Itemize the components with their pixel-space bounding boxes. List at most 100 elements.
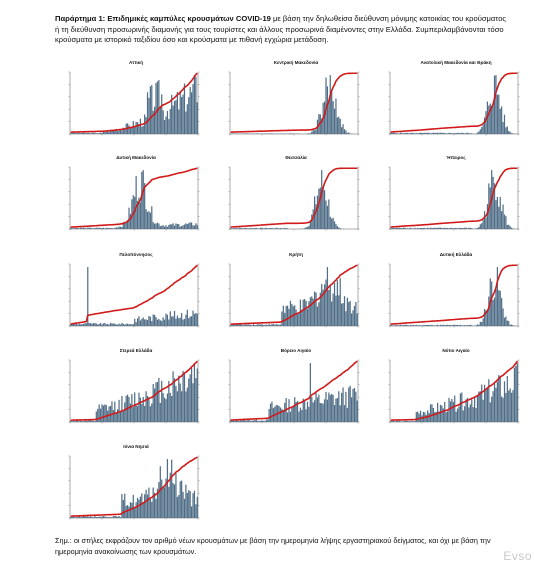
daily-bar	[272, 133, 274, 134]
daily-bar	[119, 324, 122, 326]
daily-bar	[342, 124, 344, 134]
daily-bar	[95, 517, 97, 518]
daily-bar	[304, 299, 306, 326]
daily-bar	[172, 105, 174, 134]
daily-bar	[509, 131, 511, 134]
daily-bar	[493, 297, 496, 326]
watermark: Evso	[503, 549, 532, 563]
daily-bar	[265, 324, 267, 326]
daily-bar	[424, 325, 426, 326]
daily-bar	[171, 395, 173, 422]
daily-bar	[151, 403, 153, 422]
daily-bar	[335, 295, 337, 326]
daily-bar	[495, 288, 497, 326]
daily-bar	[412, 421, 415, 422]
daily-bar	[411, 325, 413, 326]
daily-bar	[98, 227, 100, 229]
panel-chart	[388, 263, 520, 328]
daily-bar	[282, 305, 284, 326]
daily-bar	[234, 228, 236, 229]
daily-bar	[462, 132, 464, 134]
daily-bar	[158, 80, 160, 134]
daily-bar	[446, 324, 449, 326]
daily-bar	[163, 397, 166, 422]
daily-bar	[512, 325, 514, 326]
daily-bar	[469, 324, 471, 326]
footnote: Σημ.: οι στήλες εκφράζουν τον αριθμό νέω…	[55, 536, 491, 556]
daily-bar	[427, 227, 429, 229]
daily-bar	[294, 397, 296, 422]
daily-bar	[121, 226, 123, 229]
daily-bar	[190, 316, 193, 326]
daily-bar	[144, 405, 146, 422]
daily-bar	[85, 133, 87, 134]
daily-bar	[105, 516, 107, 518]
daily-bar	[319, 292, 321, 326]
daily-bar	[343, 129, 346, 134]
daily-bar	[346, 407, 348, 422]
daily-bar	[92, 323, 95, 326]
daily-bar	[269, 228, 272, 229]
daily-bar	[232, 420, 235, 422]
daily-bar	[321, 403, 323, 422]
daily-bar	[488, 105, 490, 134]
daily-bar	[70, 324, 72, 326]
daily-bar	[506, 375, 508, 422]
daily-bar	[232, 323, 235, 326]
plot-axes	[69, 167, 199, 230]
daily-bar	[355, 391, 357, 422]
daily-bar	[437, 324, 439, 326]
daily-bar	[326, 399, 329, 422]
panel-title: Βόρειο Αιγαίο	[280, 348, 312, 353]
daily-bar	[145, 489, 147, 518]
daily-bar	[108, 227, 110, 229]
daily-bar	[274, 228, 276, 229]
daily-bar	[173, 225, 176, 229]
daily-bar	[99, 408, 102, 422]
daily-bar	[169, 108, 171, 134]
daily-bar	[501, 106, 503, 134]
daily-bar	[178, 109, 180, 134]
daily-bar	[482, 124, 484, 134]
daily-bar	[92, 517, 95, 518]
cumulative-line	[390, 167, 518, 228]
daily-bar	[510, 227, 513, 229]
daily-bar	[485, 310, 487, 326]
daily-bar	[142, 503, 144, 518]
daily-bar	[84, 323, 86, 326]
daily-bar	[482, 318, 484, 326]
daily-bar	[259, 227, 262, 229]
daily-bar	[392, 325, 395, 326]
daily-bar	[461, 325, 463, 326]
daily-bar	[139, 202, 142, 229]
daily-bar	[407, 420, 409, 422]
daily-bar	[247, 324, 249, 326]
daily-bar	[155, 223, 157, 229]
daily-bar	[449, 324, 452, 326]
daily-bar	[188, 223, 190, 229]
daily-bar	[129, 324, 132, 326]
daily-bar	[171, 316, 173, 326]
daily-bar	[476, 227, 479, 229]
daily-bar	[109, 228, 112, 229]
daily-bar	[265, 419, 267, 422]
panel-title: Πελοπόννησος	[119, 252, 153, 257]
daily-bar	[154, 492, 156, 518]
daily-bar	[196, 496, 198, 518]
daily-bar	[496, 94, 498, 134]
daily-bar	[338, 295, 340, 326]
daily-bar	[456, 324, 459, 326]
daily-bar	[311, 396, 313, 422]
daily-bar	[138, 499, 140, 518]
daily-bar	[471, 399, 473, 422]
daily-bar	[329, 395, 331, 422]
daily-bar	[469, 133, 471, 134]
cumulative-line	[230, 167, 358, 228]
daily-bar	[439, 227, 442, 229]
daily-bar	[476, 324, 479, 326]
daily-bar	[195, 223, 197, 229]
daily-bar	[139, 397, 142, 422]
daily-bar	[508, 130, 510, 134]
daily-bar	[183, 83, 186, 134]
daily-bar	[166, 393, 169, 422]
